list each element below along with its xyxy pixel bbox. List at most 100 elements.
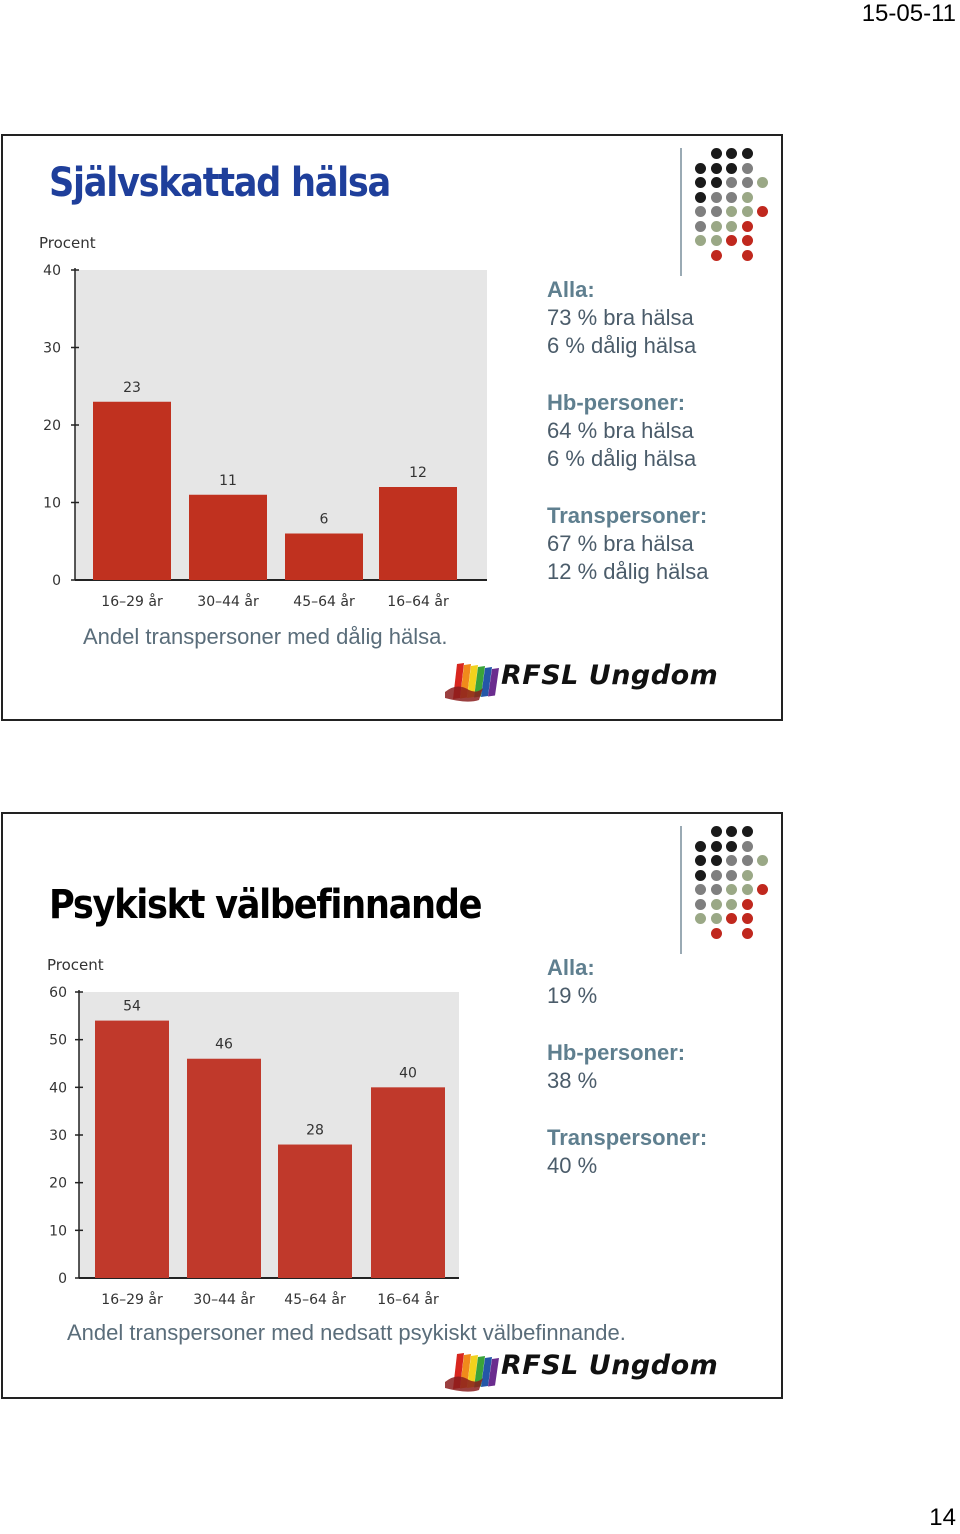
flag-stripe — [481, 1357, 492, 1387]
decorative-dot — [726, 220, 737, 232]
decorative-dot — [695, 177, 706, 188]
stat-line: 73 % bra hälsa — [547, 305, 694, 330]
y-tick-label: 10 — [43, 496, 61, 512]
decorative-dot — [710, 177, 722, 188]
decorative-dot — [695, 884, 706, 895]
decorative-dot — [695, 206, 706, 217]
x-category-label: 30–44 år — [193, 1291, 255, 1308]
stat-heading: Alla: — [547, 277, 595, 302]
bar-data-label: 11 — [219, 473, 237, 489]
decorative-dot — [726, 235, 737, 246]
decorative-dot — [741, 206, 753, 217]
decorative-dot — [726, 869, 737, 881]
y-tick-label: 20 — [49, 1176, 67, 1192]
stat-line: 67 % bra hälsa — [547, 531, 694, 556]
decorative-dot — [710, 855, 722, 866]
flag-stripe — [474, 666, 485, 698]
rainbow-flag-icon — [445, 1353, 499, 1392]
page-date: 15-05-11 — [861, 0, 956, 27]
decorative-dots — [695, 148, 775, 261]
bar — [93, 401, 171, 580]
x-category-label: 45–64 år — [284, 1291, 346, 1308]
bar-data-label: 54 — [123, 999, 141, 1015]
y-tick-label: 40 — [43, 263, 61, 279]
bar — [371, 1087, 445, 1278]
bar-data-label: 46 — [215, 1037, 233, 1053]
flag-stripe — [481, 667, 492, 697]
y-axis-unit-label: Procent — [47, 956, 104, 974]
decorative-dot — [741, 927, 753, 939]
decorative-dot — [695, 913, 706, 924]
bar — [189, 494, 267, 580]
decorative-dot — [695, 840, 706, 852]
y-tick-label: 20 — [43, 418, 61, 434]
decorative-dot — [726, 191, 737, 203]
decorative-dot — [710, 913, 722, 924]
stat-group-hb: Hb-personer: 38 % — [547, 1039, 707, 1095]
y-tick-label: 30 — [49, 1128, 67, 1144]
stat-group-trans: Transpersoner: 67 % bra hälsa 12 % dålig… — [547, 502, 708, 586]
decorative-dot — [726, 177, 737, 188]
stat-group-all: Alla: 73 % bra hälsa 6 % dålig hälsa — [547, 276, 708, 360]
x-category-label: 16–64 år — [377, 1291, 439, 1308]
stat-heading: Hb-personer: — [547, 390, 686, 415]
stat-heading: Transpersoner: — [547, 1125, 708, 1150]
decorative-dot — [710, 840, 722, 852]
decorative-dot — [741, 177, 753, 188]
decorative-dot — [726, 206, 737, 217]
x-category-label: 30–44 år — [197, 593, 259, 610]
decorative-dot — [741, 898, 753, 910]
decorative-dot — [710, 927, 722, 939]
y-tick-label: 10 — [49, 1223, 67, 1239]
decorative-dot — [741, 148, 753, 159]
decorative-dot — [695, 855, 706, 866]
bar — [187, 1058, 261, 1278]
decorative-dot — [741, 840, 753, 852]
bar-chart-health: Procent 0 10 20 30 40 23 16–29 år 11 30–44 år 6 45–… — [39, 234, 487, 610]
decorative-dot — [710, 884, 722, 895]
page-number: 14 — [929, 1504, 956, 1531]
decorative-dot — [695, 162, 706, 174]
slide-title: Självskattad hälsa — [49, 160, 391, 206]
stat-heading: Hb-personer: — [547, 1040, 686, 1065]
decorative-dot — [757, 177, 768, 188]
divider-line — [680, 148, 682, 276]
bar — [278, 1144, 352, 1278]
logo-text: RFSL Ungdom — [501, 1350, 719, 1381]
x-category-label: 16–29 år — [101, 593, 163, 610]
decorative-dot — [710, 220, 722, 232]
rfsl-logo: RFSL Ungdom — [443, 1348, 733, 1392]
decorative-dot — [710, 869, 722, 881]
flag-stripe — [474, 1356, 485, 1388]
bar-data-label: 23 — [123, 380, 141, 396]
bar-data-label: 12 — [409, 465, 427, 481]
flag-stripe — [467, 665, 478, 698]
decorative-dot — [741, 869, 753, 881]
y-tick-label: 60 — [49, 985, 67, 1001]
stat-line: 38 % — [547, 1068, 598, 1093]
decorative-dot — [710, 162, 722, 174]
decorative-dot — [710, 235, 722, 246]
bar-data-label: 6 — [320, 512, 329, 528]
rfsl-logo: RFSL Ungdom — [443, 658, 733, 702]
decorative-dot — [741, 884, 753, 895]
decorative-dot — [741, 913, 753, 924]
decorative-dot — [741, 162, 753, 174]
decorative-dot — [726, 898, 737, 910]
stat-line: 64 % bra hälsa — [547, 418, 694, 443]
bar — [285, 533, 363, 580]
stat-line: 19 % — [547, 983, 598, 1008]
bar-chart-wellbeing: Procent 0 10 20 30 40 50 60 54 16–29 år 46 30–44 år… — [47, 956, 459, 1308]
decorative-dot — [741, 235, 753, 246]
decorative-dot — [695, 869, 706, 881]
slide-self-rated-health: Självskattad hälsa Procent 0 10 20 30 40 23 16–… — [1, 134, 783, 721]
y-axis-unit-label: Procent — [39, 234, 96, 252]
decorative-dot — [726, 840, 737, 852]
flag-wave — [445, 686, 483, 702]
x-category-label: 16–64 år — [387, 593, 449, 610]
slide-mental-wellbeing: Psykiskt välbefinnande Procent 0 10 20 30 40 5… — [1, 812, 783, 1399]
divider-line — [680, 826, 682, 954]
stat-line: 6 % dålig hälsa — [547, 333, 697, 358]
stat-group-trans: Transpersoner: 40 % — [547, 1124, 707, 1180]
decorative-dot — [741, 249, 753, 261]
